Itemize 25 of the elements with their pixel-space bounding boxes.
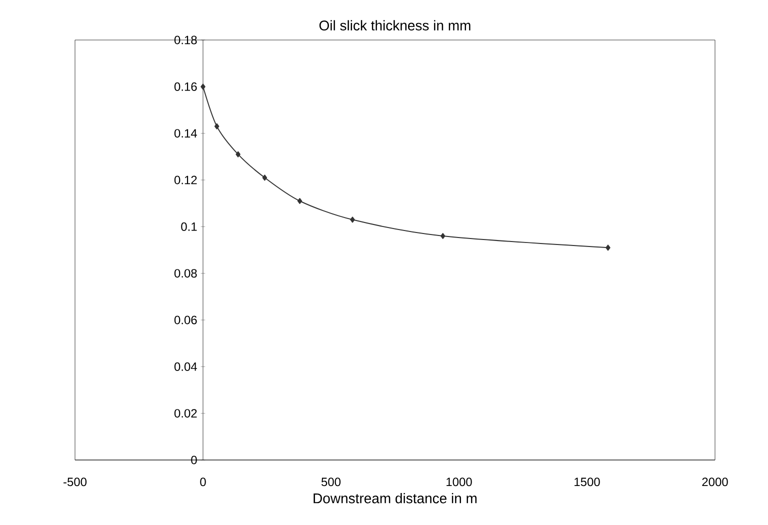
y-tick-label: 0.14 bbox=[174, 129, 197, 138]
y-tick-label: 0.06 bbox=[174, 316, 197, 324]
point bbox=[297, 198, 302, 204]
y-tick-label: 0.02 bbox=[174, 409, 197, 418]
x-tick-label: 0 bbox=[200, 478, 206, 486]
point bbox=[200, 84, 206, 90]
y-tick-label: 0.16 bbox=[174, 82, 197, 91]
point bbox=[236, 151, 240, 158]
x-tick-label: 1500 bbox=[574, 478, 600, 486]
point bbox=[262, 174, 268, 181]
y-tick-label: 0.04 bbox=[174, 362, 197, 371]
y-tick-label: 0.08 bbox=[174, 269, 197, 278]
x-tick-label: 2000 bbox=[702, 478, 728, 486]
point bbox=[606, 244, 610, 251]
chart-title: Oil slick thickness in mm bbox=[319, 20, 470, 30]
x-tick-label: -500 bbox=[64, 478, 87, 486]
point bbox=[214, 123, 220, 130]
x-axis-title: Downstream distance in m bbox=[314, 493, 477, 504]
x-tick-label: 1000 bbox=[446, 478, 472, 486]
y-tick-label: 0.18 bbox=[174, 36, 197, 44]
y-tick-label: 0.1 bbox=[181, 222, 197, 231]
y-tick-label: 0.12 bbox=[174, 176, 197, 184]
point bbox=[440, 232, 446, 239]
point bbox=[350, 216, 355, 223]
x-tick-label: 500 bbox=[321, 478, 341, 486]
